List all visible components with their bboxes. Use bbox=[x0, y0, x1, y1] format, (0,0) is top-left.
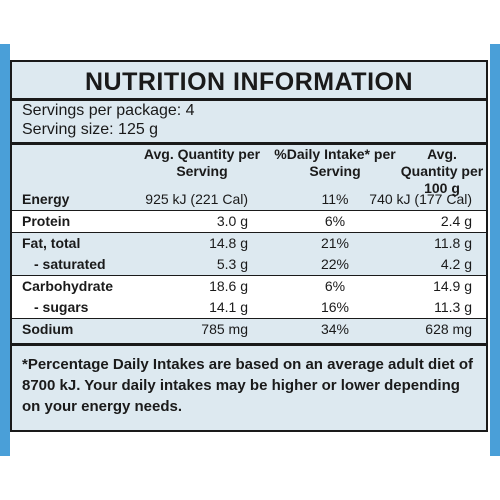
header-divider-top bbox=[12, 142, 486, 145]
per-100g-value: 11.3 g bbox=[434, 299, 472, 315]
daily-intake-value: 6% bbox=[324, 213, 346, 229]
per-serving-value: 785 mg bbox=[201, 321, 248, 337]
per-serving-value: 14.8 g bbox=[209, 235, 248, 251]
packaging-band-right bbox=[490, 44, 500, 456]
panel-title: NUTRITION INFORMATION bbox=[84, 68, 414, 96]
row-divider bbox=[12, 232, 486, 233]
row-divider bbox=[12, 275, 486, 276]
table-row: Energy 925 kJ (221 Cal) 11% 740 kJ (177 … bbox=[12, 189, 486, 210]
table-row: Fat, total 14.8 g 21% 11.8 g bbox=[12, 233, 486, 254]
title-divider bbox=[12, 98, 486, 101]
per-serving-value: 5.3 g bbox=[216, 256, 248, 272]
per-100g-value: 4.2 g bbox=[440, 256, 472, 272]
footnote: *Percentage Daily Intakes are based on a… bbox=[22, 356, 474, 415]
table-row: - sugars 14.1 g 16% 11.3 g bbox=[12, 297, 486, 318]
per-100g-value: 14.9 g bbox=[433, 278, 472, 294]
daily-intake-value: 6% bbox=[324, 278, 346, 294]
per-100g-value: 11.8 g bbox=[434, 235, 472, 251]
per-serving-value: 14.1 g bbox=[209, 299, 248, 315]
per-100g-value: 628 mg bbox=[425, 321, 472, 337]
table-row: Sodium 785 mg 34% 628 mg bbox=[12, 319, 486, 340]
per-serving-value: 18.6 g bbox=[209, 278, 248, 294]
nutrient-name: Carbohydrate bbox=[22, 278, 114, 294]
servings-per-package: Servings per package: 4 bbox=[22, 102, 195, 119]
nutrient-name: - saturated bbox=[34, 256, 106, 272]
row-divider bbox=[12, 318, 486, 319]
serving-size: Serving size: 125 g bbox=[22, 121, 159, 138]
table-row: Protein 3.0 g 6% 2.4 g bbox=[12, 211, 486, 232]
footnote-divider bbox=[12, 343, 486, 346]
daily-intake-value: 22% bbox=[320, 256, 350, 272]
per-100g-value: 740 kJ (177 Cal) bbox=[369, 191, 472, 207]
table-row: Carbohydrate 18.6 g 6% 14.9 g bbox=[12, 276, 486, 297]
per-100g-value: 2.4 g bbox=[440, 213, 472, 229]
header-per-serving: Avg. Quantity per Serving bbox=[143, 146, 261, 179]
header-per-100g: Avg. Quantity per 100 g bbox=[400, 146, 484, 196]
table-row: - saturated 5.3 g 22% 4.2 g bbox=[12, 254, 486, 275]
row-divider bbox=[12, 210, 486, 211]
nutrient-name: Energy bbox=[22, 191, 70, 207]
daily-intake-value: 11% bbox=[321, 191, 349, 207]
nutrient-name: Fat, total bbox=[22, 235, 81, 251]
nutrient-name: Protein bbox=[22, 213, 71, 229]
daily-intake-value: 21% bbox=[320, 235, 350, 251]
nutrient-name: Sodium bbox=[22, 321, 74, 337]
daily-intake-value: 34% bbox=[320, 321, 350, 337]
nutrient-name: - sugars bbox=[34, 299, 89, 315]
per-serving-value: 3.0 g bbox=[216, 213, 248, 229]
nutrition-panel: NUTRITION INFORMATION Servings per packa… bbox=[10, 60, 488, 432]
daily-intake-value: 16% bbox=[320, 299, 350, 315]
packaging-band-left bbox=[0, 44, 10, 456]
header-daily-intake: %Daily Intake* per Serving bbox=[274, 146, 396, 179]
per-serving-value: 925 kJ (221 Cal) bbox=[145, 191, 248, 207]
